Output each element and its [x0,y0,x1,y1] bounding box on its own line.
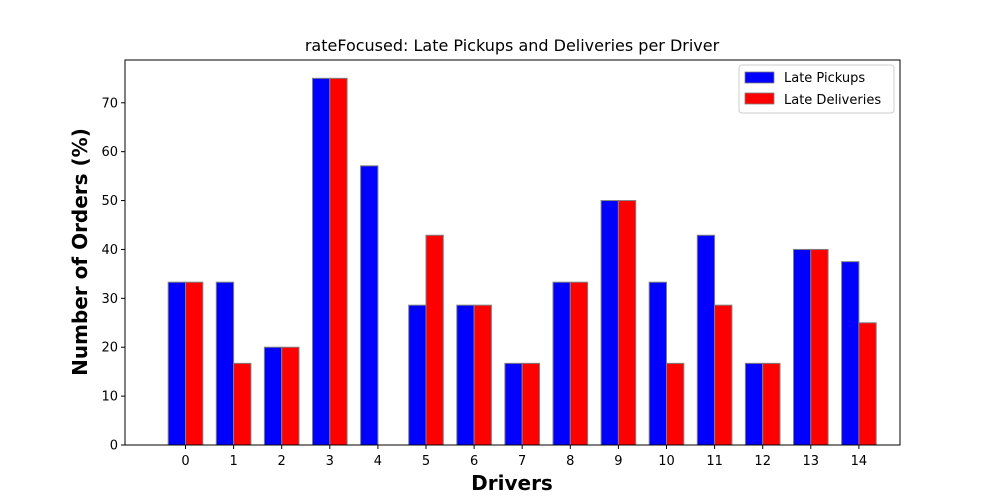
bar-late-deliveries-driver-3 [329,77,348,446]
legend-label-late-pickups: Late Pickups [784,71,865,86]
y-tick-label-30: 30 [101,292,118,307]
bar-late-pickups-driver-11 [696,234,716,446]
bar-late-deliveries-driver-7 [521,362,541,446]
legend: Late Pickups Late Deliveries [738,64,895,114]
bar-late-deliveries-driver-5 [425,234,444,446]
bar-late-pickups-driver-13 [793,248,812,446]
bar-late-deliveries-driver-10 [666,362,685,446]
legend-swatch-late-pickups [744,71,775,84]
y-tick-label-40: 40 [101,243,118,258]
x-tick-label-5: 5 [422,454,430,469]
legend-frame [738,64,895,114]
x-tick-label-2: 2 [278,454,286,469]
bar-late-pickups-driver-7 [504,362,523,446]
bar-late-pickups-driver-9 [600,200,619,446]
x-axis: 0 1 2 3 4 5 6 7 8 9 10 11 12 13 14 [181,445,867,469]
legend-label-late-deliveries: Late Deliveries [784,93,881,108]
bar-late-deliveries-driver-1 [233,362,252,446]
bar-late-deliveries-driver-8 [569,281,589,446]
chart-title: rateFocused: Late Pickups and Deliveries… [305,36,720,55]
bar-late-pickups-driver-5 [408,304,427,446]
bar-late-deliveries-driver-0 [185,281,204,446]
y-tick-label-0: 0 [110,439,118,454]
x-tick-label-13: 13 [803,454,820,469]
legend-swatch-late-deliveries [744,92,775,105]
x-tick-label-11: 11 [706,454,723,469]
y-tick-label-50: 50 [101,194,118,209]
bar-late-deliveries-driver-13 [810,248,829,446]
x-tick-label-12: 12 [754,454,771,469]
x-tick-label-1: 1 [229,454,237,469]
bar-late-deliveries-driver-14 [858,322,877,446]
bar-late-pickups-driver-1 [215,281,235,446]
y-axis-label: Number of Orders (%) [68,128,92,376]
bar-late-deliveries-driver-6 [473,304,492,446]
y-tick-label-20: 20 [101,341,118,356]
bar-late-pickups-driver-10 [648,281,668,446]
bar-late-pickups-driver-3 [312,77,331,446]
bar-late-pickups-driver-12 [744,362,764,446]
x-tick-label-10: 10 [658,454,675,469]
x-tick-label-8: 8 [566,454,574,469]
y-axis: 0 10 20 30 40 50 60 70 [101,96,125,454]
plot-frame [124,59,901,446]
x-tick-label-14: 14 [851,454,868,469]
x-tick-label-4: 4 [374,454,382,469]
bar-late-pickups-driver-8 [552,281,571,446]
x-tick-label-9: 9 [614,454,622,469]
x-tick-label-0: 0 [181,454,189,469]
bar-late-pickups-driver-2 [263,346,283,446]
bar-late-deliveries-driver-2 [281,346,300,446]
bar-late-pickups-driver-14 [841,261,860,446]
x-tick-label-6: 6 [470,454,478,469]
x-tick-label-7: 7 [518,454,526,469]
bar-late-deliveries-driver-9 [617,200,637,446]
x-tick-label-3: 3 [326,454,334,469]
bar-late-deliveries-driver-11 [714,304,733,446]
bar-late-deliveries-driver-12 [762,362,781,446]
bar-late-pickups-driver-6 [456,304,475,446]
bars-group [167,77,877,446]
y-tick-label-10: 10 [101,390,118,405]
bar-late-pickups-driver-4 [360,165,379,446]
y-tick-label-60: 60 [101,145,118,160]
bar-late-pickups-driver-0 [167,281,186,446]
x-axis-label: Drivers [471,471,553,495]
y-tick-label-70: 70 [101,96,118,111]
